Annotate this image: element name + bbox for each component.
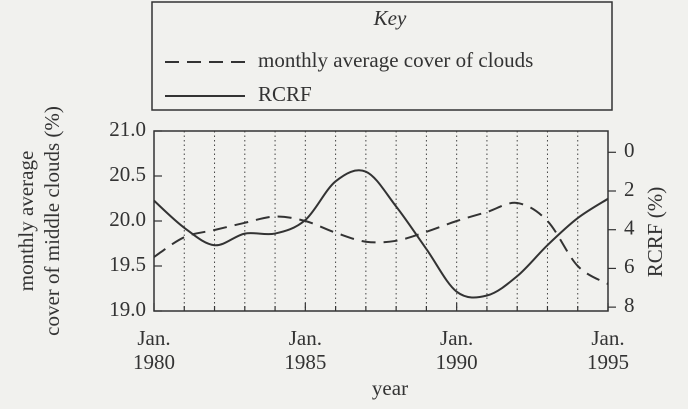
legend-label: RCRF: [258, 82, 312, 106]
y2-tick-label: 8: [624, 293, 635, 317]
key-title: Key: [373, 6, 407, 30]
plot-frame: [153, 130, 609, 312]
y-tick-label: 19.0: [109, 297, 146, 321]
y-tick-label: 19.5: [109, 252, 146, 276]
y2-tick-label: 4: [624, 216, 635, 240]
x-axis-label: year: [372, 376, 408, 400]
y2-axis-label: RCRF (%): [643, 187, 667, 277]
y-axis-label: monthly average: [14, 151, 38, 292]
x-tick-label: Jan. 1995: [587, 326, 629, 374]
y2-tick-label: 0: [624, 138, 635, 162]
x-tick-label: Jan. 1990: [436, 326, 478, 374]
x-tick-label: Jan. 1980: [133, 326, 175, 374]
series-line: [153, 201, 609, 285]
legend-label: monthly average cover of clouds: [258, 48, 533, 72]
y-tick-label: 20.0: [109, 207, 146, 231]
series-line: [153, 169, 609, 299]
y-tick-label: 21.0: [109, 117, 146, 141]
y-tick-label: 20.5: [109, 162, 146, 186]
y2-tick-label: 2: [624, 177, 635, 201]
key-box: [151, 1, 613, 111]
x-tick-label: Jan. 1985: [284, 326, 326, 374]
y-axis-label: cover of middle clouds (%): [40, 106, 64, 336]
y2-tick-label: 6: [624, 254, 635, 278]
